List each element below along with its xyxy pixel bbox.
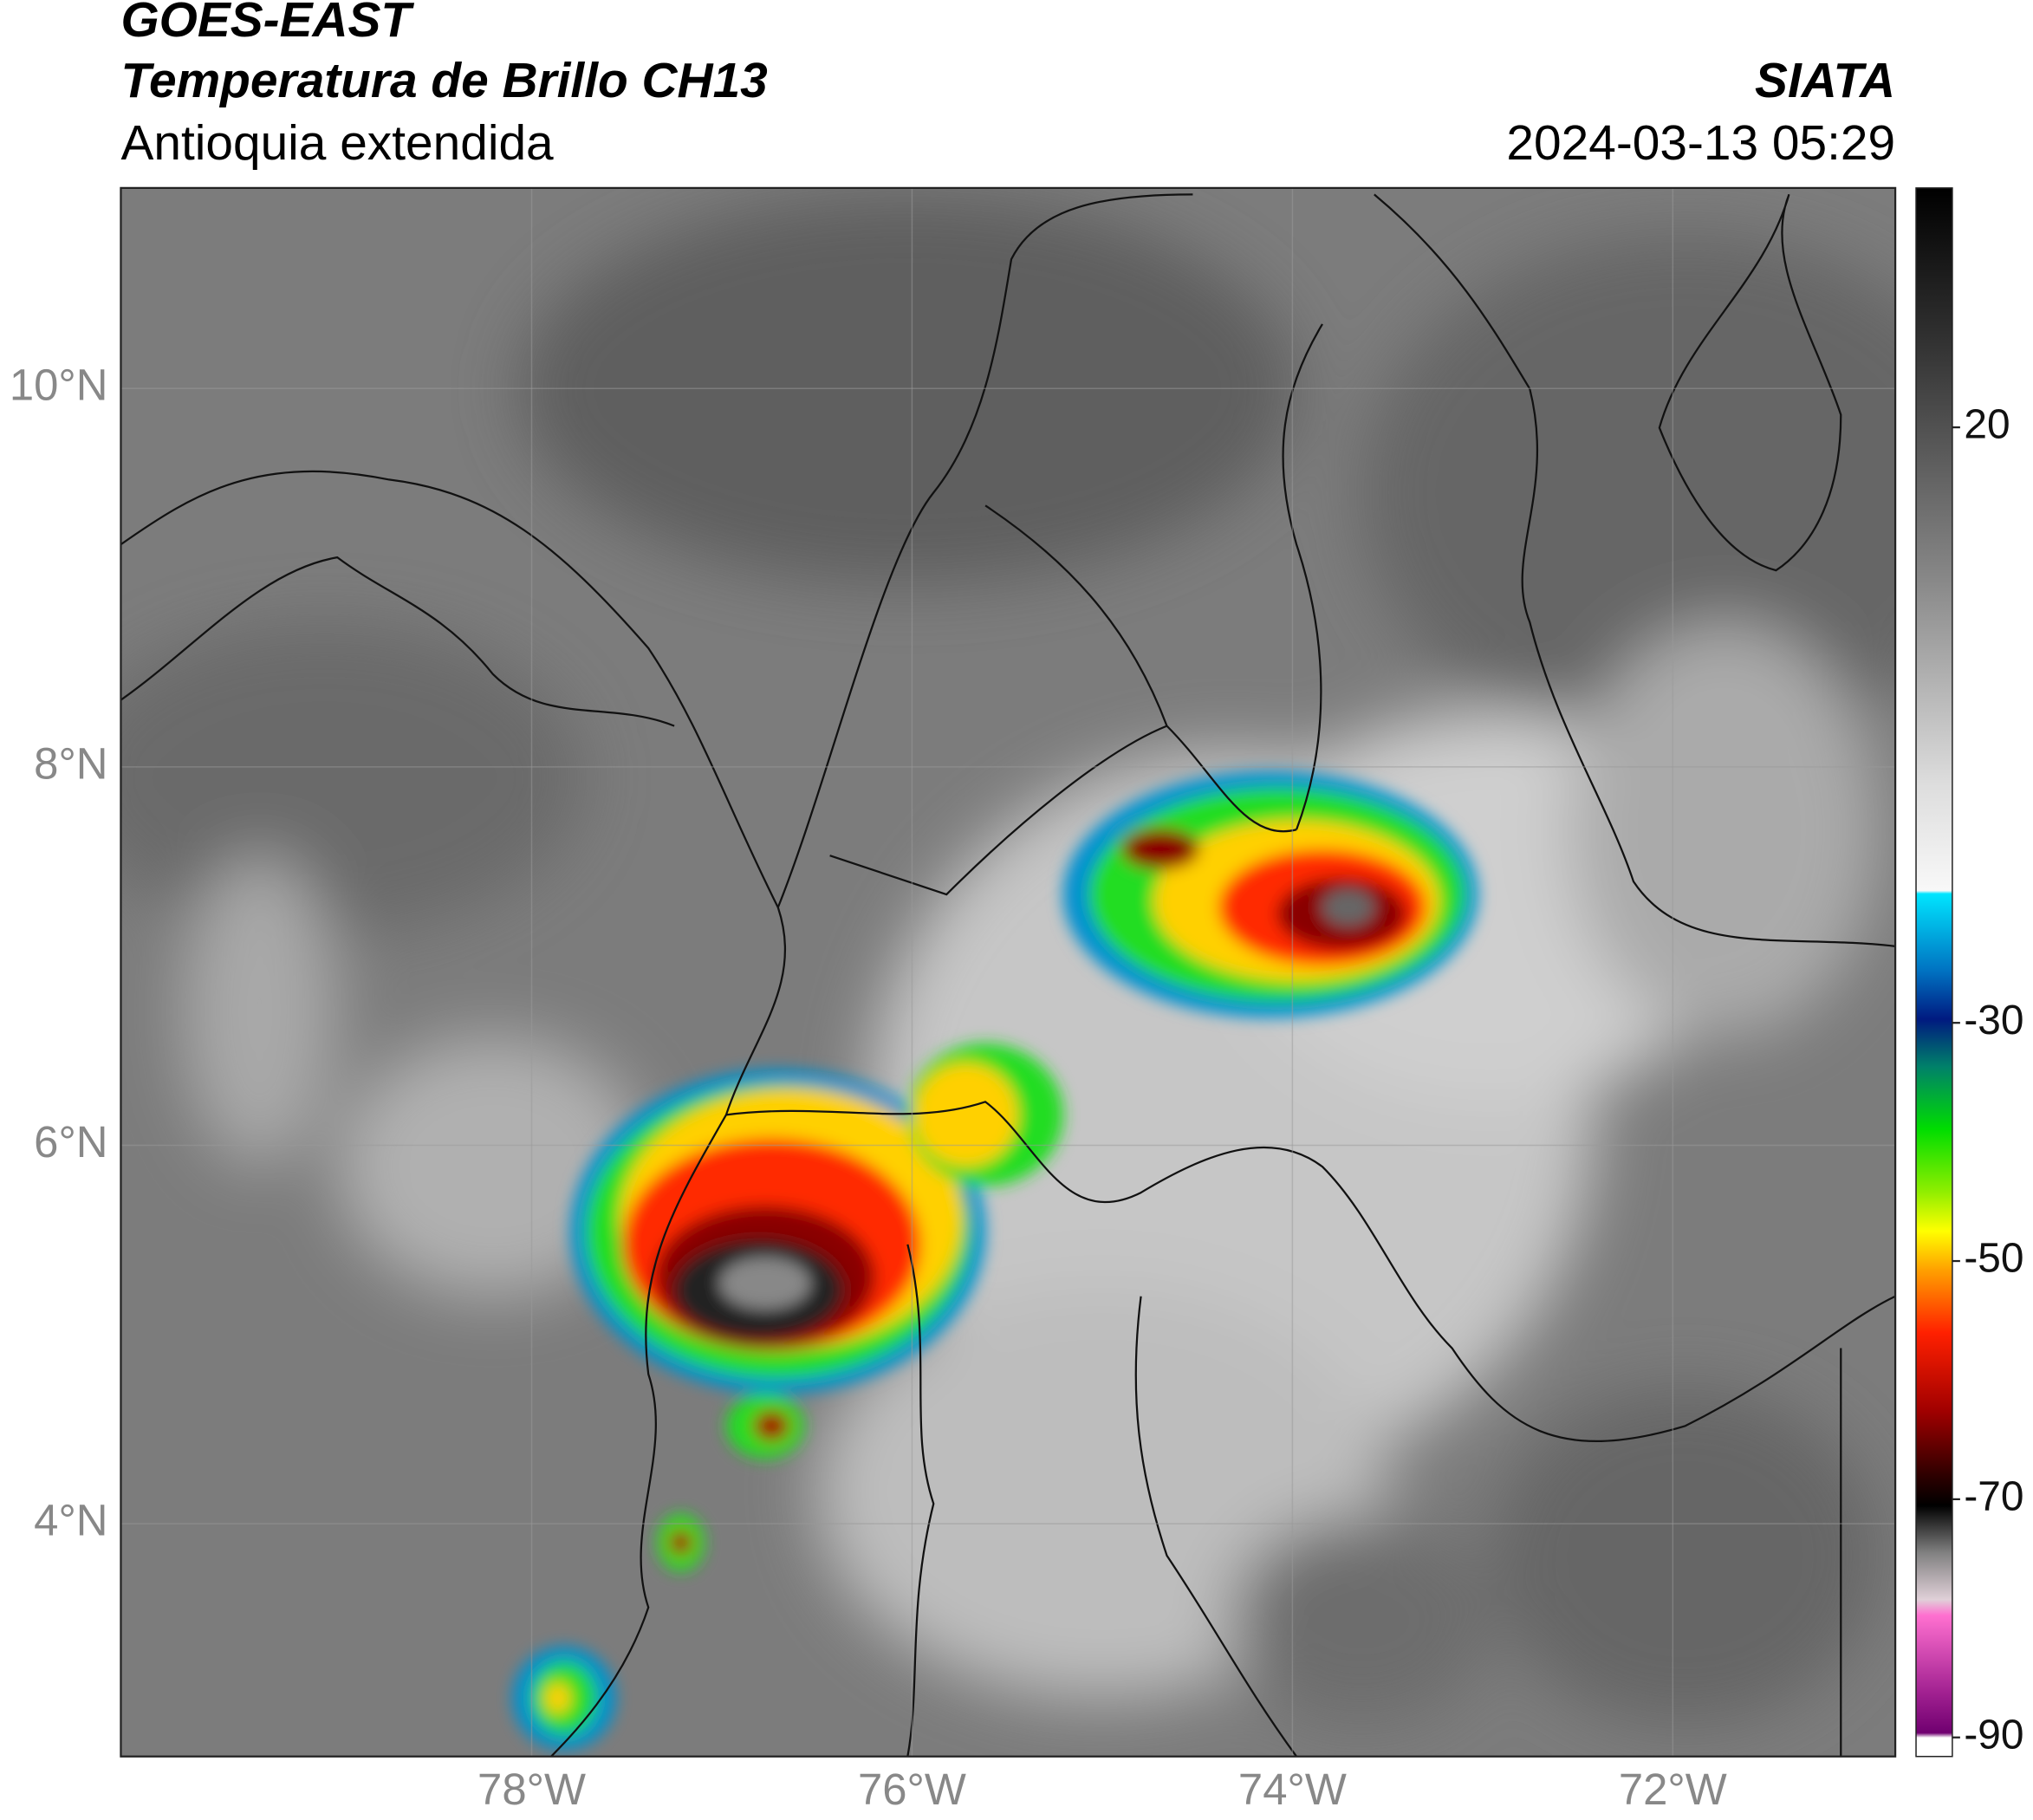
grid [120, 187, 1896, 1757]
x-tick-label: 72°W [1619, 1765, 1727, 1814]
coastline [1658, 193, 1842, 572]
x-tick-label: 74°W [1238, 1765, 1347, 1814]
datetime: 2024-03-13 05:29 [1506, 116, 1895, 171]
source: SIATA [1755, 54, 1895, 108]
map-frame [120, 186, 1897, 1758]
y-tick-label: 10°N [10, 361, 108, 410]
y-tick-label: 6°N [34, 1117, 107, 1167]
colorbar-tick-label: -70 [1964, 1474, 2023, 1520]
colorbar-tick-label: -50 [1964, 1236, 2023, 1282]
border [906, 1244, 1297, 1757]
colorbar-tick-label: -30 [1964, 998, 2023, 1043]
border [1374, 193, 1896, 947]
x-tick-label: 78°W [477, 1765, 586, 1814]
map-image [120, 187, 1896, 1757]
region: Antioquia extendida [120, 116, 554, 171]
y-tick-label: 8°N [34, 738, 107, 788]
colorbar-tick-label: -90 [1964, 1712, 2023, 1758]
coastline [120, 556, 675, 727]
coastline [776, 193, 1193, 908]
colorbar-tick-label: 20 [1964, 402, 2010, 448]
y-tick-label: 4°N [34, 1496, 107, 1545]
border [725, 1101, 1896, 1443]
colorbar [1915, 187, 1953, 1758]
satellite: GOES-EAST [120, 0, 414, 48]
coastline [120, 470, 787, 1757]
product: Temperatura de Brillo CH13 [120, 54, 767, 108]
x-tick-label: 76°W [858, 1765, 966, 1814]
